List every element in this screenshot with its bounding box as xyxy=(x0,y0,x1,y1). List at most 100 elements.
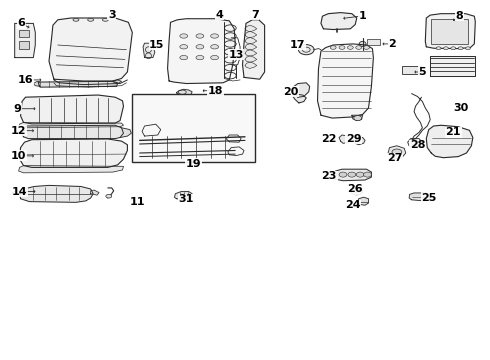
Ellipse shape xyxy=(102,18,108,21)
Text: 2: 2 xyxy=(388,39,396,49)
Polygon shape xyxy=(245,56,257,62)
Ellipse shape xyxy=(392,149,402,155)
Ellipse shape xyxy=(364,172,371,177)
Text: 14: 14 xyxy=(12,186,27,197)
Text: 11: 11 xyxy=(129,197,145,207)
Ellipse shape xyxy=(211,45,219,49)
Polygon shape xyxy=(245,44,257,50)
Ellipse shape xyxy=(339,172,347,177)
Text: 13: 13 xyxy=(228,50,244,60)
Polygon shape xyxy=(245,62,257,68)
Polygon shape xyxy=(430,56,475,76)
Ellipse shape xyxy=(354,116,362,121)
Polygon shape xyxy=(226,135,241,142)
Text: 28: 28 xyxy=(410,140,425,150)
Text: 4: 4 xyxy=(215,10,223,20)
Polygon shape xyxy=(176,89,192,96)
Ellipse shape xyxy=(180,34,188,38)
Polygon shape xyxy=(339,135,350,143)
Polygon shape xyxy=(293,94,306,103)
Text: 15: 15 xyxy=(149,40,165,50)
Text: 30: 30 xyxy=(453,103,468,113)
Polygon shape xyxy=(22,125,123,139)
Polygon shape xyxy=(352,115,363,121)
Polygon shape xyxy=(354,138,365,145)
Ellipse shape xyxy=(180,45,188,49)
Text: 20: 20 xyxy=(283,87,299,97)
Polygon shape xyxy=(19,166,123,173)
Polygon shape xyxy=(33,81,40,86)
Ellipse shape xyxy=(411,140,419,145)
Text: 26: 26 xyxy=(347,184,363,194)
Polygon shape xyxy=(245,25,257,32)
Text: 19: 19 xyxy=(186,159,201,169)
Text: 10: 10 xyxy=(11,151,26,161)
Text: 24: 24 xyxy=(345,200,361,210)
Polygon shape xyxy=(388,146,406,158)
Polygon shape xyxy=(245,37,257,44)
Polygon shape xyxy=(38,81,118,87)
Polygon shape xyxy=(409,193,430,201)
Polygon shape xyxy=(243,20,265,79)
Ellipse shape xyxy=(458,47,463,50)
Ellipse shape xyxy=(466,47,470,50)
Polygon shape xyxy=(112,80,122,84)
Ellipse shape xyxy=(196,55,204,60)
Polygon shape xyxy=(168,19,235,84)
Text: 5: 5 xyxy=(418,67,426,77)
Polygon shape xyxy=(12,191,21,195)
Text: 7: 7 xyxy=(251,10,259,20)
Polygon shape xyxy=(120,128,131,138)
Ellipse shape xyxy=(73,18,79,21)
Bar xyxy=(19,41,29,49)
Ellipse shape xyxy=(351,188,363,195)
Text: 8: 8 xyxy=(456,11,464,21)
Ellipse shape xyxy=(330,46,336,49)
Ellipse shape xyxy=(196,45,204,49)
Ellipse shape xyxy=(443,47,448,50)
Ellipse shape xyxy=(451,47,456,50)
Ellipse shape xyxy=(180,55,188,60)
Polygon shape xyxy=(142,124,161,136)
Polygon shape xyxy=(20,122,123,128)
Ellipse shape xyxy=(106,194,112,198)
Ellipse shape xyxy=(347,46,353,49)
Text: 27: 27 xyxy=(387,153,403,163)
Ellipse shape xyxy=(359,41,366,46)
Polygon shape xyxy=(15,23,35,58)
Polygon shape xyxy=(358,197,368,205)
Text: 3: 3 xyxy=(108,10,116,20)
Text: 22: 22 xyxy=(321,134,337,144)
Bar xyxy=(367,39,380,45)
Bar xyxy=(19,30,29,37)
Text: 17: 17 xyxy=(290,40,305,50)
Polygon shape xyxy=(49,18,132,81)
Text: 31: 31 xyxy=(178,194,194,204)
Ellipse shape xyxy=(354,190,360,193)
Bar xyxy=(132,94,255,162)
Polygon shape xyxy=(228,147,244,156)
Text: 21: 21 xyxy=(445,127,461,137)
Ellipse shape xyxy=(348,172,356,177)
Text: 23: 23 xyxy=(321,171,337,181)
Polygon shape xyxy=(21,95,123,124)
Bar xyxy=(402,66,421,74)
Polygon shape xyxy=(143,43,155,58)
Ellipse shape xyxy=(211,55,219,60)
Text: 9: 9 xyxy=(14,104,22,114)
Polygon shape xyxy=(334,169,371,181)
Polygon shape xyxy=(174,192,192,200)
Text: 1: 1 xyxy=(359,11,367,21)
Ellipse shape xyxy=(339,46,345,49)
Ellipse shape xyxy=(356,172,364,177)
Polygon shape xyxy=(426,125,473,158)
Polygon shape xyxy=(425,14,475,49)
Polygon shape xyxy=(245,50,257,56)
Ellipse shape xyxy=(436,47,441,50)
Text: 6: 6 xyxy=(17,18,25,28)
Ellipse shape xyxy=(88,18,94,21)
Polygon shape xyxy=(20,139,127,167)
Polygon shape xyxy=(245,31,257,38)
Ellipse shape xyxy=(211,34,219,38)
Polygon shape xyxy=(408,139,422,148)
